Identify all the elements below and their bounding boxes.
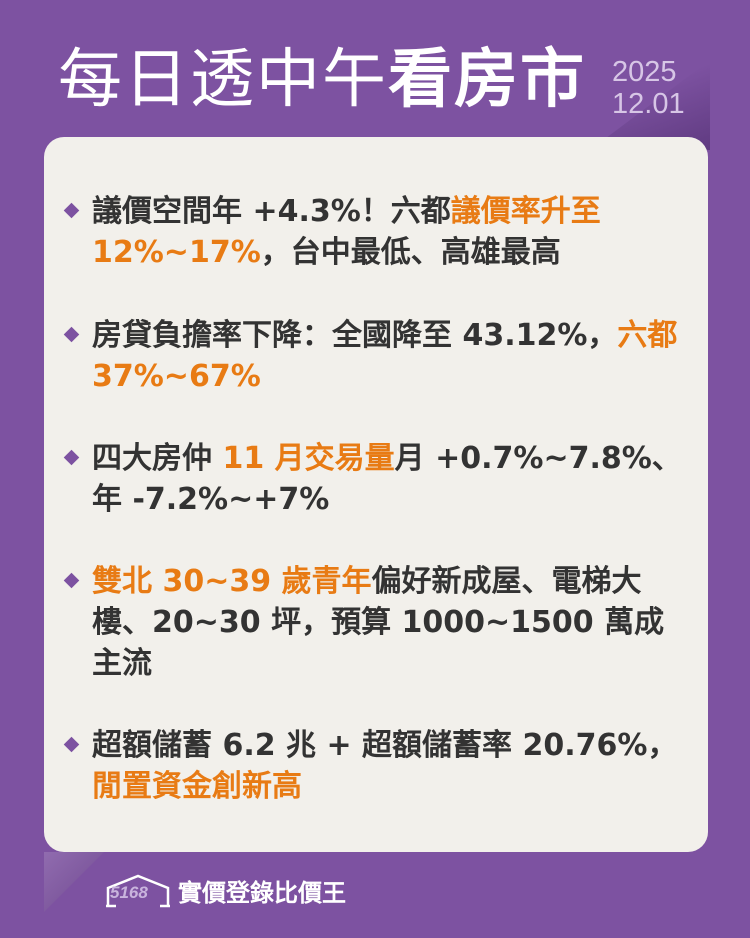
title-bold: 看房市 <box>388 43 586 117</box>
logo-text: 5168 <box>110 882 148 902</box>
date-day: 12.01 <box>612 88 685 120</box>
news-item: 議價空間年 +4.3%！六都議價率升至 12%~17%，台中最低、高雄最高 <box>63 191 692 273</box>
diamond-bullet-icon <box>63 572 80 589</box>
segment-highlight: 閒置資金創新高 <box>92 769 302 804</box>
segment-highlight: 議價率升至 12%~17% <box>92 194 601 270</box>
brand-name: 實價登錄比價王 <box>178 879 346 907</box>
segment-highlight: 11 月交易量 <box>222 441 395 476</box>
diamond-bullet-icon <box>63 326 80 343</box>
date: 2025 12.01 <box>612 56 685 120</box>
segment-highlight: 雙北 30~39 歲青年 <box>92 564 372 599</box>
footer-brand: 5168 實價登錄比價王 <box>106 873 346 908</box>
segment: 房貸負擔率下降：全國降至 43.12%， <box>92 318 618 353</box>
diamond-bullet-icon <box>63 202 80 219</box>
news-item: 房貸負擔率下降：全國降至 43.12%，六都 37%~67% <box>63 315 692 397</box>
news-item: 超額儲蓄 6.2 兆 + 超額儲蓄率 20.76%， 閒置資金創新高 <box>63 725 692 807</box>
diamond-bullet-icon <box>63 449 80 466</box>
date-year: 2025 <box>612 56 677 88</box>
news-item: 雙北 30~39 歲青年偏好新成屋、電梯大樓、20~30 坪，預算 1000~1… <box>63 561 692 684</box>
segment-highlight: 六都 37%~67% <box>92 318 678 394</box>
segment: 議價空間年 +4.3%！六都 <box>92 194 451 229</box>
news-card: 議價空間年 +4.3%！六都議價率升至 12%~17%，台中最低、高雄最高 房貸… <box>44 137 708 852</box>
house-logo-icon: 5168 <box>106 874 170 908</box>
segment: ，台中最低、高雄最高 <box>260 235 561 270</box>
news-item: 四大房仲 11 月交易量月 +0.7%~7.8%、年 -7.2%~+7% <box>63 438 692 520</box>
page-title: 每日透中午看房市 <box>58 40 586 120</box>
segment: 超額儲蓄 6.2 兆 + 超額儲蓄率 20.76%， <box>92 728 678 763</box>
segment: 四大房仲 <box>92 441 223 476</box>
title-light: 每日透中午 <box>58 43 388 117</box>
segment: 月 +0.7%~7.8%、年 -7.2%~+7% <box>92 441 682 517</box>
segment: 偏好新成屋、電梯大樓、20~30 坪，預算 1000~1500 萬成主流 <box>92 564 665 681</box>
card-fold-shadow <box>44 852 104 912</box>
diamond-bullet-icon <box>63 736 80 753</box>
